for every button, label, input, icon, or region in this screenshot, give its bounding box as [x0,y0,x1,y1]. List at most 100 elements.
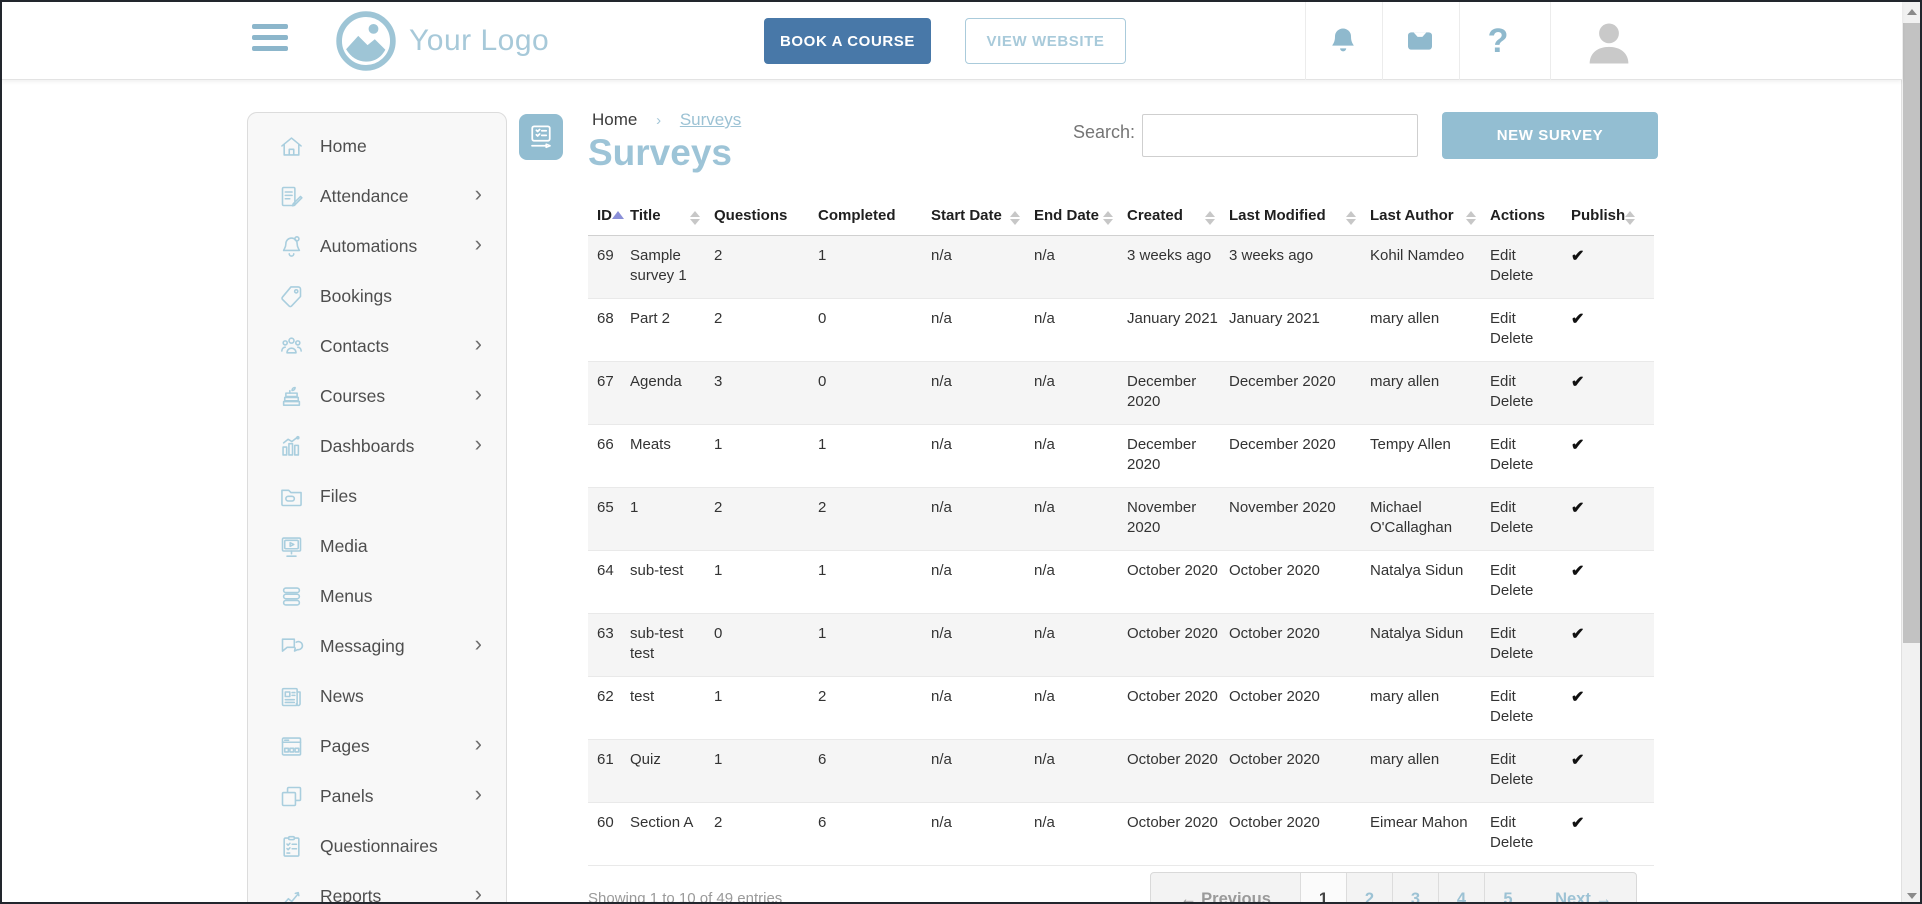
sidebar-item-questionnaires[interactable]: Questionnaires [248,821,506,871]
sidebar-item-panels[interactable]: Panels › [248,771,506,821]
sidebar-item-reports[interactable]: Reports › [248,871,506,902]
view-website-button[interactable]: VIEW WEBSITE [965,18,1126,64]
column-header-title[interactable]: Title [630,201,714,235]
sidebar-item-menus[interactable]: Menus [248,571,506,621]
scrollbar-down-arrow-icon[interactable] [1902,886,1920,902]
delete-link[interactable]: Delete [1490,330,1534,348]
previous-page-button[interactable]: ← Previous [1151,873,1301,902]
sidebar-item-courses[interactable]: Courses › [248,371,506,421]
edit-link[interactable]: Edit [1490,814,1516,831]
edit-link[interactable]: Edit [1490,310,1516,327]
sidebar-item-label: Home [320,135,367,156]
scrollbar-up-arrow-icon[interactable] [1902,2,1920,22]
column-header-end-date[interactable]: End Date [1034,201,1127,235]
column-header-id[interactable]: ID [588,201,630,235]
column-label: Start Date [931,207,1002,224]
column-header-created[interactable]: Created [1127,201,1229,235]
app-logo[interactable]: Your Logo [335,10,549,72]
cell-end-date: n/a [1034,373,1055,390]
survey-builder-button[interactable] [519,114,563,160]
delete-link[interactable]: Delete [1490,771,1534,789]
chevron-right-icon: › [474,231,482,256]
edit-link[interactable]: Edit [1490,373,1516,390]
column-header-last-author[interactable]: Last Author [1370,201,1490,235]
edit-link[interactable]: Edit [1490,436,1516,453]
breadcrumb-current[interactable]: Surveys [679,110,742,129]
page-button-4[interactable]: 4 [1439,873,1485,902]
hamburger-menu-icon[interactable] [252,24,290,56]
next-page-button[interactable]: Next → [1555,889,1612,904]
cell-id: 66 [597,436,614,453]
edit-link[interactable]: Edit [1490,688,1516,705]
publish-check-icon[interactable]: ✔ [1571,752,1585,769]
sidebar-item-contacts[interactable]: Contacts › [248,321,506,371]
cell-last-modified: October 2020 [1229,814,1320,831]
column-header-actions: Actions [1490,201,1571,235]
page-button-5[interactable]: 5 [1503,889,1513,904]
sidebar-item-dashboards[interactable]: Dashboards › [248,421,506,471]
delete-link[interactable]: Delete [1490,834,1534,852]
publish-check-icon[interactable]: ✔ [1571,500,1585,517]
column-header-completed: Completed [818,201,931,235]
publish-check-icon[interactable]: ✔ [1571,563,1585,580]
sort-arrows-icon [1205,211,1215,225]
sidebar-item-files[interactable]: Files [248,471,506,521]
cell-start-date: n/a [931,625,952,642]
publish-check-icon[interactable]: ✔ [1571,311,1585,328]
cell-questions: 2 [714,310,723,327]
sidebar-item-home[interactable]: Home [248,121,506,171]
page-button-3[interactable]: 3 [1393,873,1439,902]
top-header: Your Logo BOOK A COURSE VIEW WEBSITE ? [2,2,1902,80]
delete-link[interactable]: Delete [1490,645,1534,663]
edit-link[interactable]: Edit [1490,751,1516,768]
cell-questions: 2 [714,814,723,831]
delete-link[interactable]: Delete [1490,708,1534,726]
vertical-scrollbar[interactable] [1901,2,1920,902]
publish-check-icon[interactable]: ✔ [1571,374,1585,391]
sidebar-item-bookings[interactable]: Bookings [248,271,506,321]
sidebar-item-attendance[interactable]: Attendance › [248,171,506,221]
delete-link[interactable]: Delete [1490,267,1534,285]
notifications-bell-icon[interactable] [1313,2,1373,80]
edit-link[interactable]: Edit [1490,562,1516,579]
sidebar-item-automations[interactable]: Automations › [248,221,506,271]
publish-check-icon[interactable]: ✔ [1571,689,1585,706]
cell-start-date: n/a [931,562,952,579]
page-button-2[interactable]: 2 [1347,873,1393,902]
edit-link[interactable]: Edit [1490,499,1516,516]
column-header-start-date[interactable]: Start Date [931,201,1034,235]
delete-link[interactable]: Delete [1490,456,1534,474]
publish-check-icon[interactable]: ✔ [1571,437,1585,454]
publish-check-icon[interactable]: ✔ [1571,626,1585,643]
sidebar-item-media[interactable]: Media [248,521,506,571]
cell-publish: ✔ [1571,614,1645,676]
help-icon[interactable]: ? [1487,21,1509,60]
edit-link[interactable]: Edit [1490,247,1516,264]
delete-link[interactable]: Delete [1490,519,1534,537]
column-header-publish[interactable]: Publish [1571,201,1645,235]
courses-icon [278,383,305,410]
delete-link[interactable]: Delete [1490,393,1534,411]
cell-completed: 0 [818,373,827,390]
sidebar-item-news[interactable]: News [248,671,506,721]
cell-title: Section A [630,814,694,831]
cell-last-modified: October 2020 [1229,562,1320,579]
new-survey-button[interactable]: NEW SURVEY [1442,112,1658,159]
search-input[interactable] [1142,114,1418,157]
inbox-tray-icon[interactable] [1390,2,1450,80]
breadcrumb-home[interactable]: Home [592,110,638,129]
publish-check-icon[interactable]: ✔ [1571,815,1585,832]
cell-completed: 1 [818,625,827,642]
cell-title: Sample survey 1 [630,247,687,285]
edit-link[interactable]: Edit [1490,625,1516,642]
user-avatar[interactable] [1582,12,1636,70]
delete-link[interactable]: Delete [1490,582,1534,600]
scrollbar-thumb[interactable] [1903,23,1920,643]
book-a-course-button[interactable]: BOOK A COURSE [764,18,931,64]
publish-check-icon[interactable]: ✔ [1571,248,1585,265]
column-label: Last Modified [1229,207,1326,224]
sidebar-item-pages[interactable]: Pages › [248,721,506,771]
sidebar-item-messaging[interactable]: Messaging › [248,621,506,671]
page-button-1[interactable]: 1 [1301,873,1347,902]
column-header-last-modified[interactable]: Last Modified [1229,201,1370,235]
